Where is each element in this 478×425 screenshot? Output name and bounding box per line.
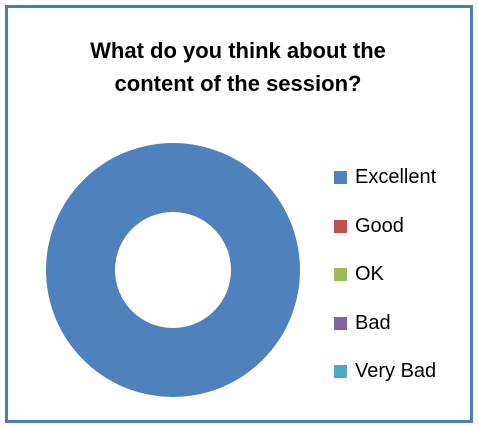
chart-title: What do you think about the content of t… (90, 38, 386, 96)
legend-swatch-very-bad (334, 365, 347, 378)
legend-swatch-good (334, 219, 347, 233)
legend-label-bad: Bad (355, 311, 391, 334)
donut-slices (46, 143, 300, 397)
legend-label-good: Good (355, 214, 404, 237)
legend-label-excellent: Excellent (355, 166, 437, 188)
donut-slice-excellent (46, 143, 300, 397)
legend-swatch-ok (334, 268, 347, 281)
legend-swatch-excellent (334, 171, 347, 184)
legend-swatch-bad (334, 316, 347, 330)
chart-frame: What do you think about the content of t… (5, 5, 473, 423)
legend-label-very-bad: Very Bad (355, 360, 437, 382)
legend-label-ok: OK (355, 263, 384, 285)
donut-chart (46, 143, 300, 397)
